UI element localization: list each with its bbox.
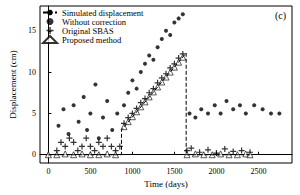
svg-text:10: 10 bbox=[28, 68, 36, 77]
svg-text:(c): (c) bbox=[275, 10, 286, 22]
svg-text:1500: 1500 bbox=[166, 167, 182, 176]
svg-text:5: 5 bbox=[32, 109, 36, 118]
svg-text:0: 0 bbox=[46, 167, 50, 176]
svg-text:Simulated displacement: Simulated displacement bbox=[62, 7, 144, 18]
svg-text:Proposed method: Proposed method bbox=[62, 35, 122, 45]
svg-text:0: 0 bbox=[32, 150, 36, 159]
svg-text:1000: 1000 bbox=[124, 167, 140, 176]
svg-text:Time (days): Time (days) bbox=[144, 179, 187, 189]
svg-text:2000: 2000 bbox=[208, 167, 224, 176]
svg-text:2500: 2500 bbox=[250, 167, 266, 176]
svg-text:15: 15 bbox=[28, 26, 36, 35]
svg-text:Original SBAS: Original SBAS bbox=[62, 25, 114, 36]
svg-text:Displacement (cm): Displacement (cm) bbox=[8, 50, 18, 119]
svg-text:Without correction: Without correction bbox=[62, 16, 127, 27]
svg-text:500: 500 bbox=[84, 167, 96, 176]
